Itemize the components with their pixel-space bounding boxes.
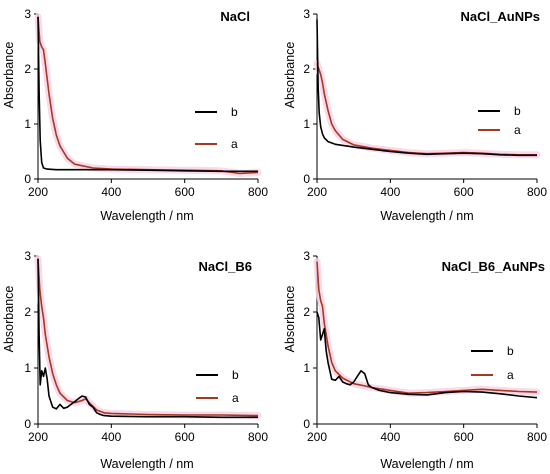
legend-label-a: a bbox=[231, 137, 238, 151]
y-tick-label: 3 bbox=[303, 249, 310, 263]
x-axis-title: Wavelength / nm bbox=[380, 209, 473, 223]
legend: ba bbox=[195, 105, 238, 151]
legend-label-b: b bbox=[232, 368, 239, 382]
x-tick-label: 400 bbox=[101, 430, 121, 444]
chart-panel-2: 0 1 2 3 200 400 600 800 Wavelength / nm Absorbanc… bbox=[283, 7, 547, 223]
x-tick-label: 600 bbox=[454, 185, 474, 199]
y-tick-label: 2 bbox=[303, 62, 310, 76]
legend-label-b: b bbox=[231, 105, 238, 119]
series-line-a bbox=[37, 258, 259, 417]
y-axis-title: Absorbance bbox=[283, 286, 297, 353]
series-a-band bbox=[313, 258, 541, 397]
panel-title: NaCl_B6_AuNPs bbox=[442, 259, 545, 274]
x-tick-label: 800 bbox=[527, 430, 547, 444]
series-a-band bbox=[34, 13, 262, 177]
series-a-band bbox=[313, 60, 541, 159]
series-line-b bbox=[37, 16, 258, 173]
y-axis-title: Absorbance bbox=[2, 286, 16, 353]
x-tick-label: 400 bbox=[101, 185, 121, 199]
panel-title: NaCl bbox=[220, 9, 250, 24]
y-tick-label: 3 bbox=[24, 249, 31, 263]
legend: ba bbox=[471, 344, 514, 382]
series-line-a bbox=[37, 16, 259, 175]
legend-label-a: a bbox=[507, 368, 514, 382]
y-tick-label: 2 bbox=[24, 305, 31, 319]
chart-panel-1: 0 1 2 3 200 400 600 800 Wavelength / nm Absorbanc… bbox=[2, 7, 268, 223]
y-axis-title: Absorbance bbox=[2, 42, 16, 109]
y-tick-label: 1 bbox=[24, 117, 31, 131]
legend: ba bbox=[196, 368, 239, 405]
y-tick-label: 2 bbox=[24, 62, 31, 76]
legend: ba bbox=[478, 104, 521, 137]
y-tick-label: 3 bbox=[303, 7, 310, 21]
y-tick-label: 0 bbox=[24, 417, 31, 431]
y-tick-label: 1 bbox=[303, 361, 310, 375]
chart-panel-3: 0 1 2 3 200 400 600 800 Wavelength / nm Absorbanc… bbox=[2, 249, 268, 471]
x-tick-label: 800 bbox=[248, 430, 268, 444]
chart-panel-4: 0 1 2 3 200 400 600 800 Wavelength / nm Absorbanc… bbox=[283, 249, 547, 471]
x-tick-label: 400 bbox=[380, 185, 400, 199]
x-axis-title: Wavelength / nm bbox=[100, 209, 193, 223]
x-tick-label: 200 bbox=[307, 185, 327, 199]
y-axis-title: Absorbance bbox=[283, 42, 297, 109]
x-tick-label: 200 bbox=[307, 430, 327, 444]
legend-label-b: b bbox=[514, 104, 521, 118]
y-tick-label: 0 bbox=[303, 172, 310, 186]
legend-label-a: a bbox=[514, 123, 521, 137]
x-tick-label: 200 bbox=[28, 430, 48, 444]
y-tick-label: 1 bbox=[24, 361, 31, 375]
x-tick-label: 200 bbox=[28, 185, 48, 199]
x-tick-label: 800 bbox=[527, 185, 547, 199]
legend-label-b: b bbox=[507, 344, 514, 358]
series-line-b bbox=[316, 19, 537, 157]
panel-title: NaCl_B6 bbox=[199, 259, 252, 274]
x-tick-label: 800 bbox=[248, 185, 268, 199]
panel-title: NaCl_AuNPs bbox=[461, 9, 540, 24]
x-axis-title: Wavelength / nm bbox=[100, 457, 193, 471]
y-tick-label: 0 bbox=[24, 172, 31, 186]
series-a-band bbox=[34, 255, 262, 420]
x-axis-title: Wavelength / nm bbox=[380, 457, 473, 471]
x-tick-label: 600 bbox=[175, 430, 195, 444]
y-tick-label: 3 bbox=[24, 7, 31, 21]
y-tick-label: 2 bbox=[303, 305, 310, 319]
legend-label-a: a bbox=[232, 391, 239, 405]
y-tick-label: 0 bbox=[303, 417, 310, 431]
series-line-b bbox=[316, 311, 538, 399]
series-line-b bbox=[37, 258, 258, 419]
x-tick-label: 600 bbox=[175, 185, 195, 199]
x-tick-label: 400 bbox=[380, 430, 400, 444]
series-line-a bbox=[316, 261, 538, 395]
x-tick-label: 600 bbox=[454, 430, 474, 444]
y-tick-label: 1 bbox=[303, 117, 310, 131]
